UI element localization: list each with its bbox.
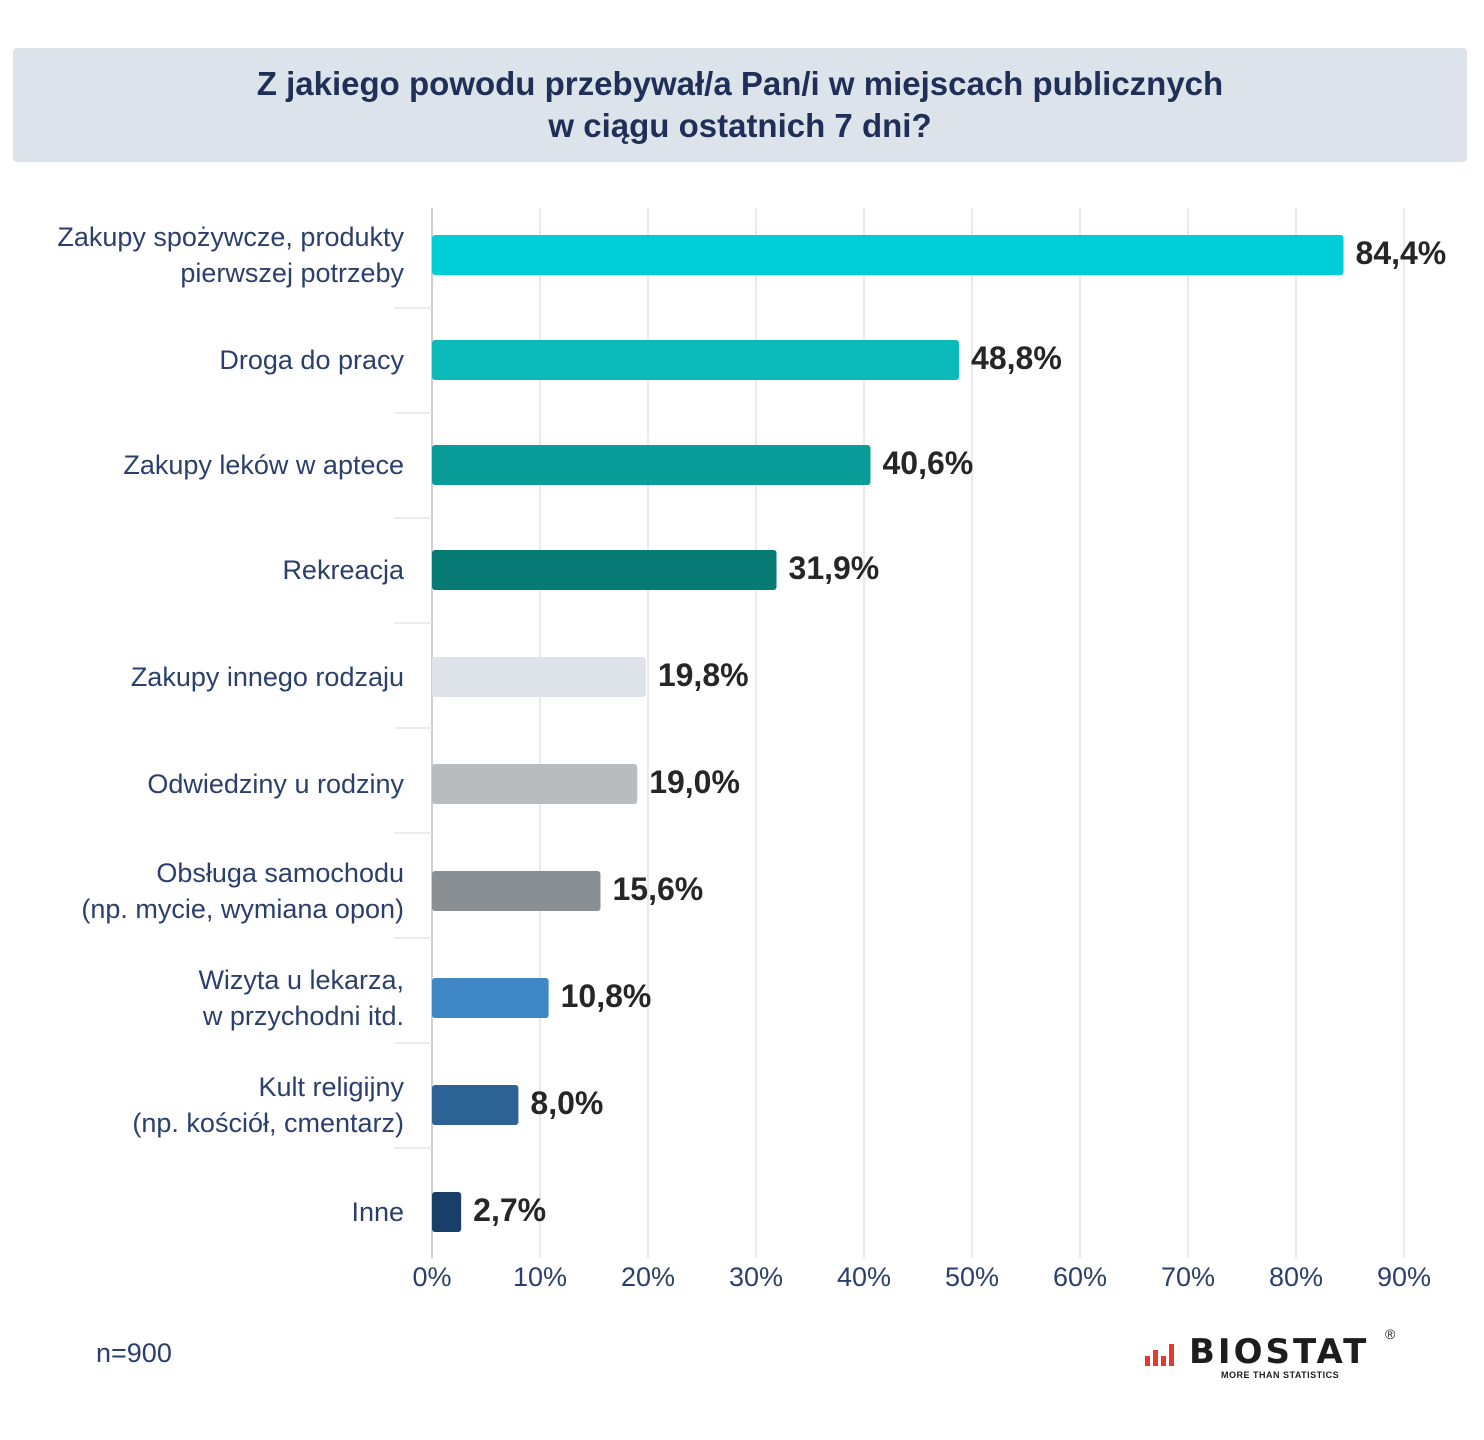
bar-value-label: 40,6%: [882, 445, 974, 481]
logo-tagline: MORE THAN STATISTICS: [1221, 1370, 1340, 1380]
category-label: Zakupy leków w aptece: [123, 447, 404, 483]
chart-title-line-1: Z jakiego powodu przebywał/a Pan/i w mie…: [256, 65, 1224, 102]
x-tick-label: 30%: [728, 1262, 784, 1292]
bar-value-label: 19,0%: [649, 764, 740, 800]
bar-value-label: 19,8%: [657, 657, 749, 693]
category-label: Rekreacja: [282, 552, 404, 588]
bar: [432, 1085, 519, 1125]
bar-value-label: 15,6%: [612, 871, 704, 907]
bar: [432, 764, 638, 804]
x-tick-label: 10%: [512, 1262, 568, 1292]
category-label-line: Kult religijny: [258, 1072, 404, 1102]
category-label: Obsługa samochodu (np. mycie, wymiana opo…: [81, 855, 404, 927]
bar: [432, 657, 646, 697]
category-label: Zakupy spożywcze, produkty pierwszej potr…: [57, 219, 404, 291]
x-tick-label: 50%: [944, 1262, 1000, 1292]
x-tick-label: 0%: [412, 1262, 452, 1292]
bar-value-label: 84,4%: [1355, 235, 1447, 271]
bar: [432, 340, 960, 380]
category-label-line: pierwszej potrzeby: [180, 258, 404, 288]
registered-mark: ®: [1385, 1326, 1396, 1342]
x-tick-label: 80%: [1268, 1262, 1324, 1292]
x-tick-label: 40%: [836, 1262, 892, 1292]
category-label-line: (np. mycie, wymiana opon): [81, 894, 404, 924]
category-label: Inne: [351, 1194, 404, 1230]
category-label-line: Droga do pracy: [219, 345, 404, 375]
category-label: Odwiedziny u rodziny: [147, 766, 404, 802]
bar-value-label: 31,9%: [788, 550, 880, 586]
category-label-line: w przychodni itd.: [202, 1001, 404, 1031]
category-label-line: Zakupy spożywcze, produkty: [57, 222, 404, 252]
category-label: Zakupy innego rodzaju: [131, 659, 404, 695]
x-tick-label: 60%: [1052, 1262, 1108, 1292]
category-label-line: Obsługa samochodu: [156, 858, 404, 888]
category-label-line: Rekreacja: [282, 555, 404, 585]
bar-value-label: 8,0%: [530, 1085, 604, 1121]
x-tick-label: 20%: [620, 1262, 676, 1292]
category-label: Kult religijny (np. kościół, cmentarz): [132, 1069, 404, 1141]
bar-chart-logo-icon: [1145, 1344, 1174, 1366]
x-tick-label: 70%: [1160, 1262, 1216, 1292]
category-label-line: Zakupy innego rodzaju: [130, 662, 404, 692]
category-label-line: Odwiedziny u rodziny: [147, 769, 404, 799]
x-tick-label: 90%: [1376, 1262, 1432, 1292]
category-label: Droga do pracy: [219, 342, 404, 378]
chart-title-line-2: w ciągu ostatnich 7 dni?: [548, 107, 932, 144]
category-label-line: Zakupy leków w aptece: [123, 450, 404, 480]
bar: [432, 445, 871, 485]
bar: [432, 1192, 462, 1232]
sample-size-note: n=900: [96, 1338, 172, 1368]
category-label-line: (np. kościół, cmentarz): [132, 1108, 404, 1138]
bar: [432, 235, 1344, 275]
category-label: Wizyta u lekarza, w przychodni itd.: [198, 962, 404, 1034]
bar: [432, 550, 777, 590]
bar-value-label: 48,8%: [971, 340, 1062, 376]
chart-title-box: Z jakiego powodu przebywał/a Pan/i w mie…: [13, 48, 1467, 162]
bar: [432, 871, 601, 911]
bar: [432, 978, 549, 1018]
category-label-line: Wizyta u lekarza,: [198, 965, 404, 995]
bar-value-label: 10,8%: [560, 978, 652, 1014]
biostat-logo: BIOSTAT ® MORE THAN STATISTICS: [1145, 1326, 1415, 1384]
logo-wordmark: BIOSTAT: [1189, 1332, 1370, 1372]
category-label-line: Inne: [351, 1197, 404, 1227]
bar-value-label: 2,7%: [473, 1192, 547, 1228]
